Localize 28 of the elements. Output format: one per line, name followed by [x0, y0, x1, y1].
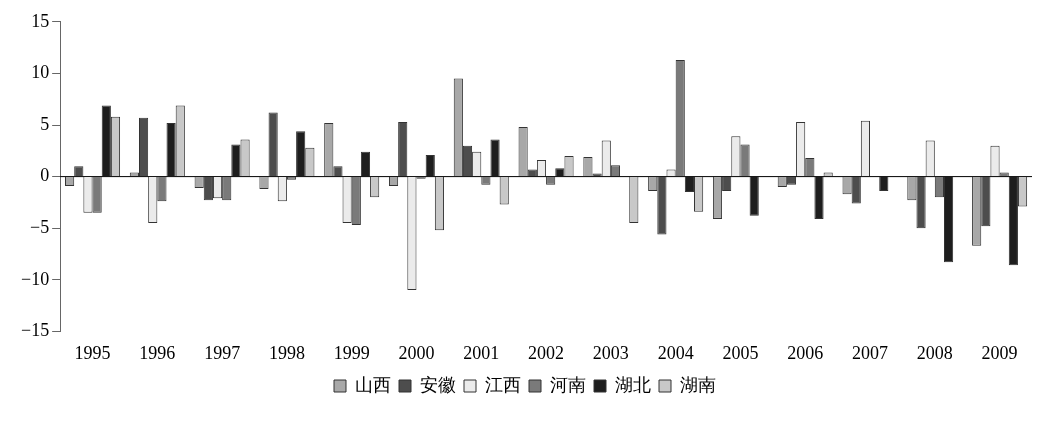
x-tick-label: 1996	[139, 342, 176, 363]
x-tick-label: 2008	[916, 342, 953, 363]
x-tick-label: 1999	[333, 342, 370, 363]
y-tick-label: −5	[30, 216, 50, 237]
x-tick-label: 2003	[592, 342, 629, 363]
legend-label: 山西	[355, 374, 391, 395]
x-tick-label: 1995	[74, 342, 111, 363]
legend-label: 湖北	[615, 374, 651, 395]
y-tick-label: 5	[40, 113, 50, 134]
y-tick-label: −15	[21, 320, 50, 341]
x-tick-label: 2006	[787, 342, 824, 363]
legend-label: 安徽	[420, 374, 456, 395]
x-tick-label: 2007	[852, 342, 889, 363]
legend-label: 河南	[550, 374, 586, 395]
x-tick-label: 2004	[657, 342, 694, 363]
y-tick-label: −10	[21, 268, 50, 289]
y-tick-label: 0	[40, 165, 50, 186]
legend-label: 江西	[485, 374, 521, 395]
x-tick-label: 2000	[398, 342, 435, 363]
y-tick-label: 10	[31, 62, 50, 83]
legend-label: 湖南	[680, 374, 716, 395]
x-tick-label: 2001	[463, 342, 500, 363]
x-tick-label: 2005	[722, 342, 759, 363]
x-tick-label: 2002	[528, 342, 565, 363]
x-tick-label: 1998	[268, 342, 305, 363]
x-tick-label: 1997	[204, 342, 241, 363]
x-tick-label: 2009	[981, 342, 1018, 363]
y-tick-label: 15	[31, 10, 50, 31]
